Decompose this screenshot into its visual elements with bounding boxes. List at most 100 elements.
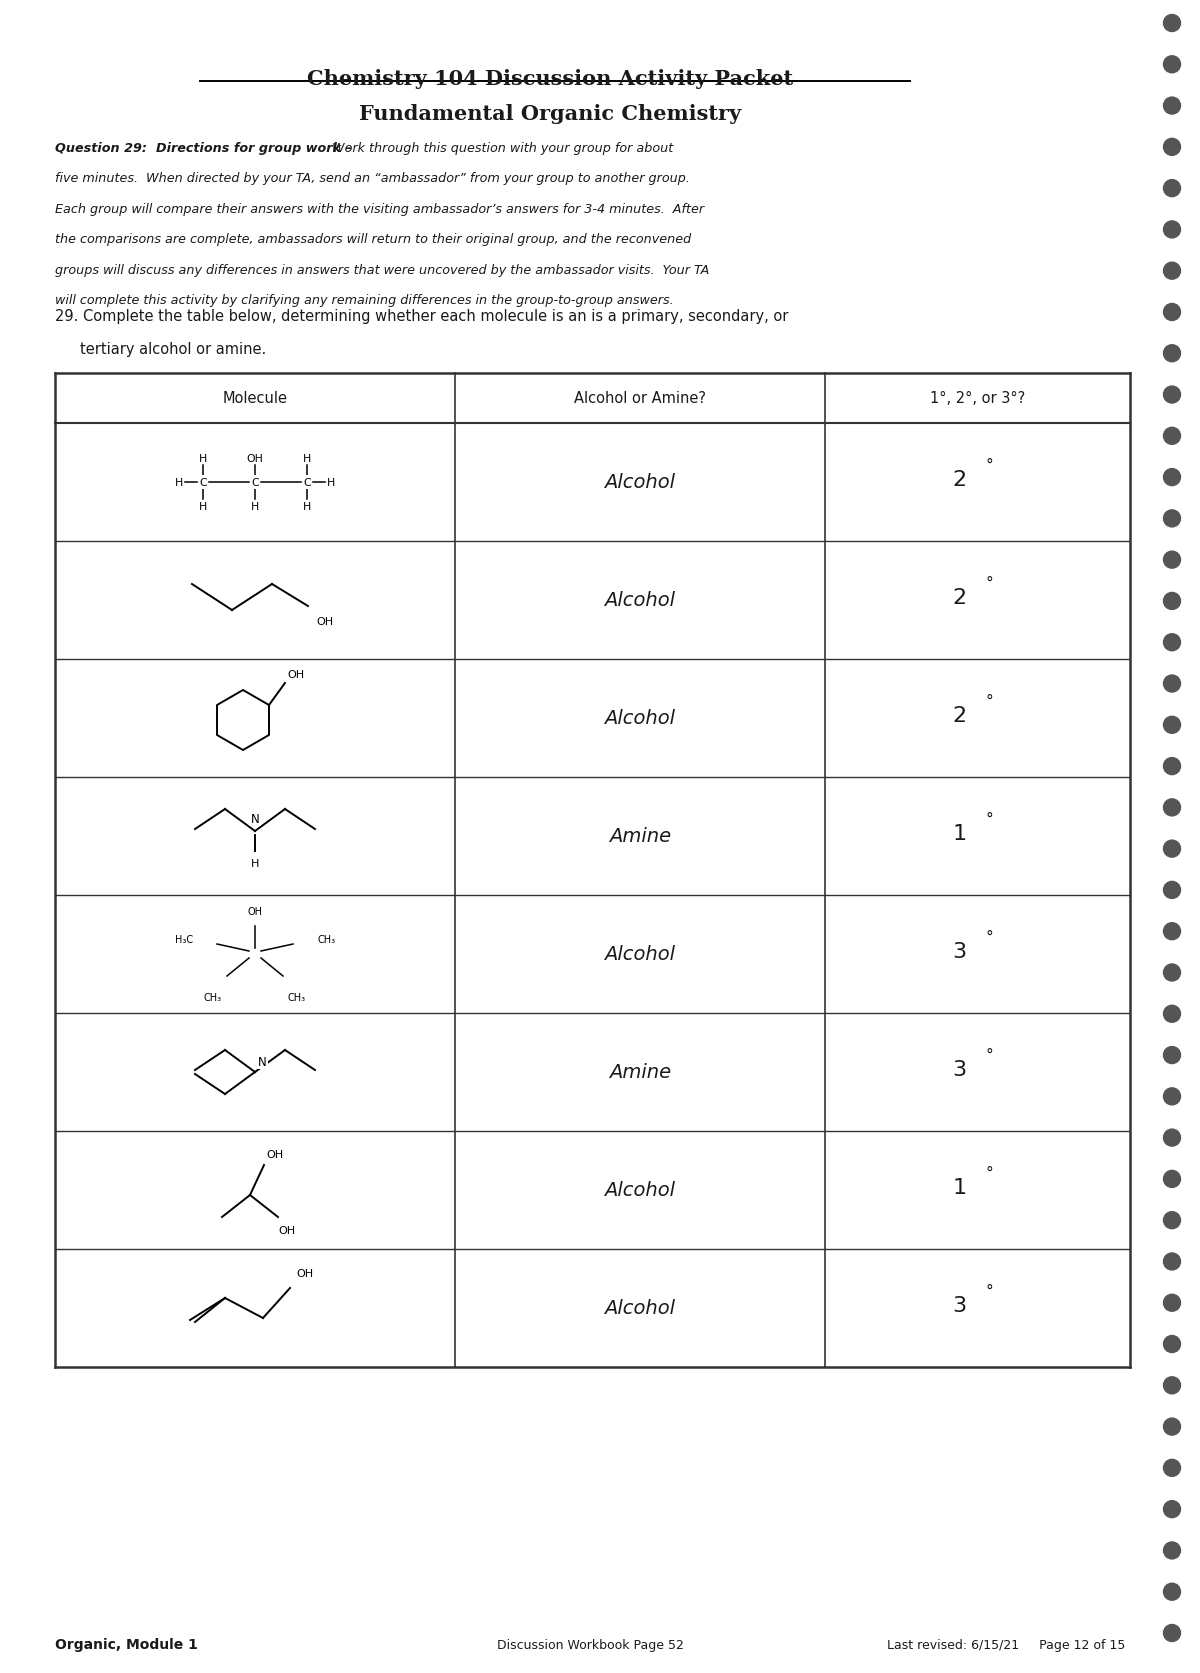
Circle shape	[1164, 99, 1181, 115]
Text: H: H	[199, 453, 208, 463]
Text: C: C	[304, 478, 311, 489]
Circle shape	[1164, 428, 1181, 445]
Text: 1: 1	[953, 823, 966, 843]
Text: °: °	[985, 1047, 994, 1062]
Text: OH: OH	[278, 1225, 295, 1235]
Text: will complete this activity by clarifying any remaining differences in the group: will complete this activity by clarifyin…	[55, 294, 673, 308]
Text: Alcohol: Alcohol	[605, 1298, 676, 1318]
Text: 2: 2	[953, 587, 966, 607]
Text: C: C	[251, 478, 259, 489]
Text: five minutes.  When directed by your TA, send an “ambassador” from your group to: five minutes. When directed by your TA, …	[55, 172, 690, 186]
Text: 2: 2	[953, 706, 966, 726]
Text: H: H	[251, 502, 259, 512]
Circle shape	[1164, 676, 1181, 693]
Circle shape	[1164, 346, 1181, 363]
Circle shape	[1164, 716, 1181, 734]
Circle shape	[1164, 594, 1181, 611]
Text: H₃C: H₃C	[175, 935, 193, 945]
Circle shape	[1164, 840, 1181, 858]
Circle shape	[1164, 882, 1181, 898]
Text: C: C	[199, 478, 206, 489]
Text: H: H	[251, 858, 259, 868]
Text: Fundamental Organic Chemistry: Fundamental Organic Chemistry	[359, 104, 742, 124]
Text: OH: OH	[247, 907, 263, 917]
Text: OH: OH	[296, 1268, 313, 1278]
Text: CH₃: CH₃	[317, 935, 335, 945]
Circle shape	[1164, 1087, 1181, 1106]
Text: 3: 3	[953, 1059, 966, 1079]
Circle shape	[1164, 1459, 1181, 1477]
Text: 3: 3	[953, 1295, 966, 1315]
Text: Alcohol: Alcohol	[605, 709, 676, 728]
Text: the comparisons are complete, ambassadors will return to their original group, a: the comparisons are complete, ambassador…	[55, 233, 691, 246]
Circle shape	[1164, 470, 1181, 487]
Circle shape	[1164, 1583, 1181, 1601]
Circle shape	[1164, 1501, 1181, 1517]
Circle shape	[1164, 923, 1181, 940]
Text: H: H	[302, 502, 311, 512]
Circle shape	[1164, 1005, 1181, 1022]
Text: Alcohol or Amine?: Alcohol or Amine?	[574, 391, 706, 407]
Circle shape	[1164, 964, 1181, 982]
Circle shape	[1164, 304, 1181, 321]
Text: H: H	[175, 478, 184, 489]
Text: Amine: Amine	[608, 826, 671, 847]
Circle shape	[1164, 1335, 1181, 1353]
Text: tertiary alcohol or amine.: tertiary alcohol or amine.	[80, 341, 266, 356]
Circle shape	[1164, 386, 1181, 403]
Text: 29. Complete the table below, determining whether each molecule is an is a prima: 29. Complete the table below, determinin…	[55, 310, 788, 325]
Circle shape	[1164, 57, 1181, 74]
Text: groups will discuss any differences in answers that were uncovered by the ambass: groups will discuss any differences in a…	[55, 264, 709, 276]
Circle shape	[1164, 223, 1181, 239]
Text: 1°, 2°, or 3°?: 1°, 2°, or 3°?	[930, 391, 1025, 407]
Text: H: H	[199, 502, 208, 512]
Circle shape	[1164, 758, 1181, 775]
Circle shape	[1164, 1253, 1181, 1270]
Circle shape	[1164, 800, 1181, 816]
Text: Molecule: Molecule	[222, 391, 288, 407]
Text: OH: OH	[246, 453, 264, 463]
Text: CH₃: CH₃	[204, 992, 222, 1002]
Text: Question 29:  Directions for group work –: Question 29: Directions for group work –	[55, 142, 352, 156]
Circle shape	[1164, 1419, 1181, 1435]
Text: H: H	[302, 453, 311, 463]
Text: Alcohol: Alcohol	[605, 945, 676, 964]
Circle shape	[1164, 1211, 1181, 1230]
Text: Alcohol: Alcohol	[605, 591, 676, 611]
Circle shape	[1164, 1129, 1181, 1146]
Text: °: °	[985, 693, 994, 708]
Text: °: °	[985, 576, 994, 591]
Text: Chemistry 104 Discussion Activity Packet: Chemistry 104 Discussion Activity Packet	[307, 69, 793, 89]
Text: °: °	[985, 811, 994, 826]
Text: Discussion Workbook Page 52: Discussion Workbook Page 52	[497, 1638, 684, 1651]
Text: N: N	[258, 1056, 266, 1069]
Text: 1: 1	[953, 1178, 966, 1198]
Circle shape	[1164, 634, 1181, 651]
Text: Organic, Module 1: Organic, Module 1	[55, 1636, 198, 1651]
Text: OH: OH	[316, 617, 334, 627]
Circle shape	[1164, 1295, 1181, 1312]
Text: °: °	[985, 929, 994, 944]
Text: Work through this question with your group for about: Work through this question with your gro…	[328, 142, 673, 156]
Circle shape	[1164, 263, 1181, 279]
Text: Alcohol: Alcohol	[605, 473, 676, 492]
Text: °: °	[985, 457, 994, 472]
Circle shape	[1164, 1624, 1181, 1641]
Text: N: N	[251, 813, 259, 825]
Text: 2: 2	[953, 470, 966, 490]
Text: CH₃: CH₃	[288, 992, 306, 1002]
Circle shape	[1164, 1171, 1181, 1188]
Text: Last revised: 6/15/21     Page 12 of 15: Last revised: 6/15/21 Page 12 of 15	[887, 1638, 1126, 1651]
Circle shape	[1164, 181, 1181, 197]
Text: OH: OH	[266, 1149, 283, 1159]
Text: H: H	[326, 478, 335, 489]
Circle shape	[1164, 139, 1181, 156]
Circle shape	[1164, 1047, 1181, 1064]
Text: 3: 3	[953, 942, 966, 962]
Text: OH: OH	[287, 669, 304, 679]
Text: °: °	[985, 1164, 994, 1179]
Text: Alcohol: Alcohol	[605, 1181, 676, 1200]
Circle shape	[1164, 552, 1181, 569]
Circle shape	[1164, 15, 1181, 32]
Circle shape	[1164, 510, 1181, 527]
